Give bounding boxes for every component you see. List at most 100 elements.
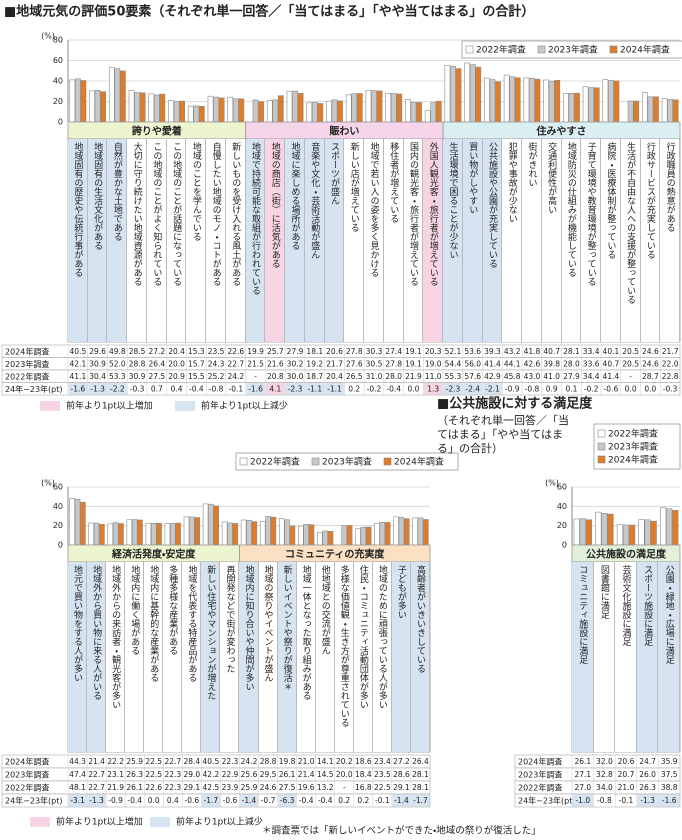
table-value: 24.3 [208, 359, 225, 368]
table-value: - [254, 372, 257, 381]
bar [650, 520, 657, 546]
legend-label: 2024年調査 [620, 44, 670, 56]
diff-value: -0.9 [505, 384, 520, 393]
table-value: 21.7 [662, 347, 679, 356]
bar [602, 79, 609, 123]
bar [628, 524, 636, 546]
bar [455, 68, 462, 123]
table-value: 22.7 [88, 770, 105, 779]
table-value: 39.3 [484, 347, 501, 356]
table-value: 29.6 [89, 347, 106, 356]
diff-value: -0.3 [130, 384, 145, 393]
diff-highlight [572, 794, 594, 807]
bar [153, 94, 160, 123]
bar [286, 90, 293, 123]
x-tick-label: 住民・コミュニティ活動団体が多い [353, 562, 373, 752]
diff-value: -0.2 [367, 384, 382, 393]
bar [509, 76, 516, 123]
table-value: 22.5 [374, 783, 391, 792]
table-value: 43.2 [504, 347, 521, 356]
bar [495, 81, 501, 123]
legend-label: 2023年調査 [548, 44, 598, 56]
bar [450, 65, 456, 123]
table-value: 26.0 [639, 770, 656, 779]
y-tick-label: 40 [53, 502, 63, 511]
y-axis-label: (%) [41, 479, 55, 488]
diff-value: -1.1 [307, 384, 322, 393]
note-label: 前年より1pt以上増加 [66, 400, 153, 412]
table-value: 19.8 [279, 757, 296, 766]
diff-value: -1.7 [413, 796, 428, 805]
bar [503, 74, 510, 123]
table-value: 23.1 [107, 770, 124, 779]
table-value: 27.5 [148, 372, 165, 381]
x-tick-label: 行政職員の熱意がある [660, 139, 680, 342]
bar [227, 522, 233, 546]
table-value: 22.3 [222, 757, 239, 766]
bar [100, 91, 107, 123]
bar [80, 80, 87, 123]
bar [189, 516, 195, 546]
bar [529, 78, 535, 123]
y-tick-label: 20 [557, 521, 567, 530]
diff-highlight [239, 794, 259, 807]
table-value: 24.6 [260, 783, 277, 792]
table-value: 55.3 [445, 372, 462, 381]
x-tick-label: 地域防災の仕組みが機能している [561, 139, 582, 342]
diff-value: 0.0 [408, 384, 420, 393]
table-value: 21.4 [88, 757, 105, 766]
table-value: 20.3 [425, 347, 442, 356]
bar [272, 99, 279, 123]
diff-value: -2.4 [465, 384, 480, 393]
table-value: 21.0 [618, 783, 635, 792]
note-label: 前年より1pt以上減少 [176, 816, 263, 828]
x-tick-label: 芸術文化施設に満足 [615, 562, 637, 752]
x-tick-label: 地域のために頑張っている人が多い [372, 562, 392, 752]
diff-value: -1.3 [640, 796, 655, 805]
diff-highlight [88, 383, 107, 395]
diff-value: 0.2 [348, 384, 360, 393]
diff-value: 0.2 [338, 796, 350, 805]
y-tick-label: 60 [53, 483, 63, 492]
bar [112, 522, 119, 546]
bar [259, 520, 266, 546]
diff-highlight [392, 794, 411, 807]
y-tick-label: 40 [53, 77, 63, 86]
table-value: 30.9 [129, 372, 146, 381]
x-tick-label: コミュニティ施設に満足 [572, 562, 594, 752]
diff-value: -6.3 [280, 796, 295, 805]
table-value: 30.2 [287, 359, 304, 368]
table-value: 52.1 [445, 347, 462, 356]
bar [341, 525, 348, 546]
x-tick-label: 地域固有の歴史や伝統行事がある [68, 139, 88, 342]
diff-value: -2.1 [485, 384, 500, 393]
legend-label: 2023年調査 [322, 456, 372, 468]
table-value: 20.0 [336, 770, 353, 779]
legend-label: 2022年調査 [608, 428, 658, 440]
diff-highlight [265, 383, 285, 395]
bar [403, 518, 410, 546]
group-label: 賑わい [328, 126, 359, 138]
table-value: 20.8 [267, 372, 284, 381]
bar [308, 524, 315, 546]
table-row-label: 2023年調査 [5, 770, 49, 780]
y-tick-label: 20 [53, 521, 63, 530]
bar [351, 93, 358, 123]
bar [573, 518, 580, 546]
diff-value: -0.8 [525, 384, 540, 393]
bar [641, 92, 648, 123]
diff-value: -0.7 [261, 796, 276, 805]
bar [134, 92, 140, 123]
y-tick-label: 80 [53, 36, 63, 45]
table-value: 25.9 [241, 783, 258, 792]
table-value: 30.9 [89, 359, 106, 368]
x-tick-label: 新しいものを受け入れる風土がある [225, 139, 246, 342]
table-value: 54.4 [445, 359, 462, 368]
bar [120, 70, 126, 123]
y-tick-label: 0 [562, 541, 567, 550]
table-value: 20.9 [168, 372, 185, 381]
bar [405, 99, 411, 123]
bar [306, 102, 313, 123]
bar [356, 93, 363, 123]
